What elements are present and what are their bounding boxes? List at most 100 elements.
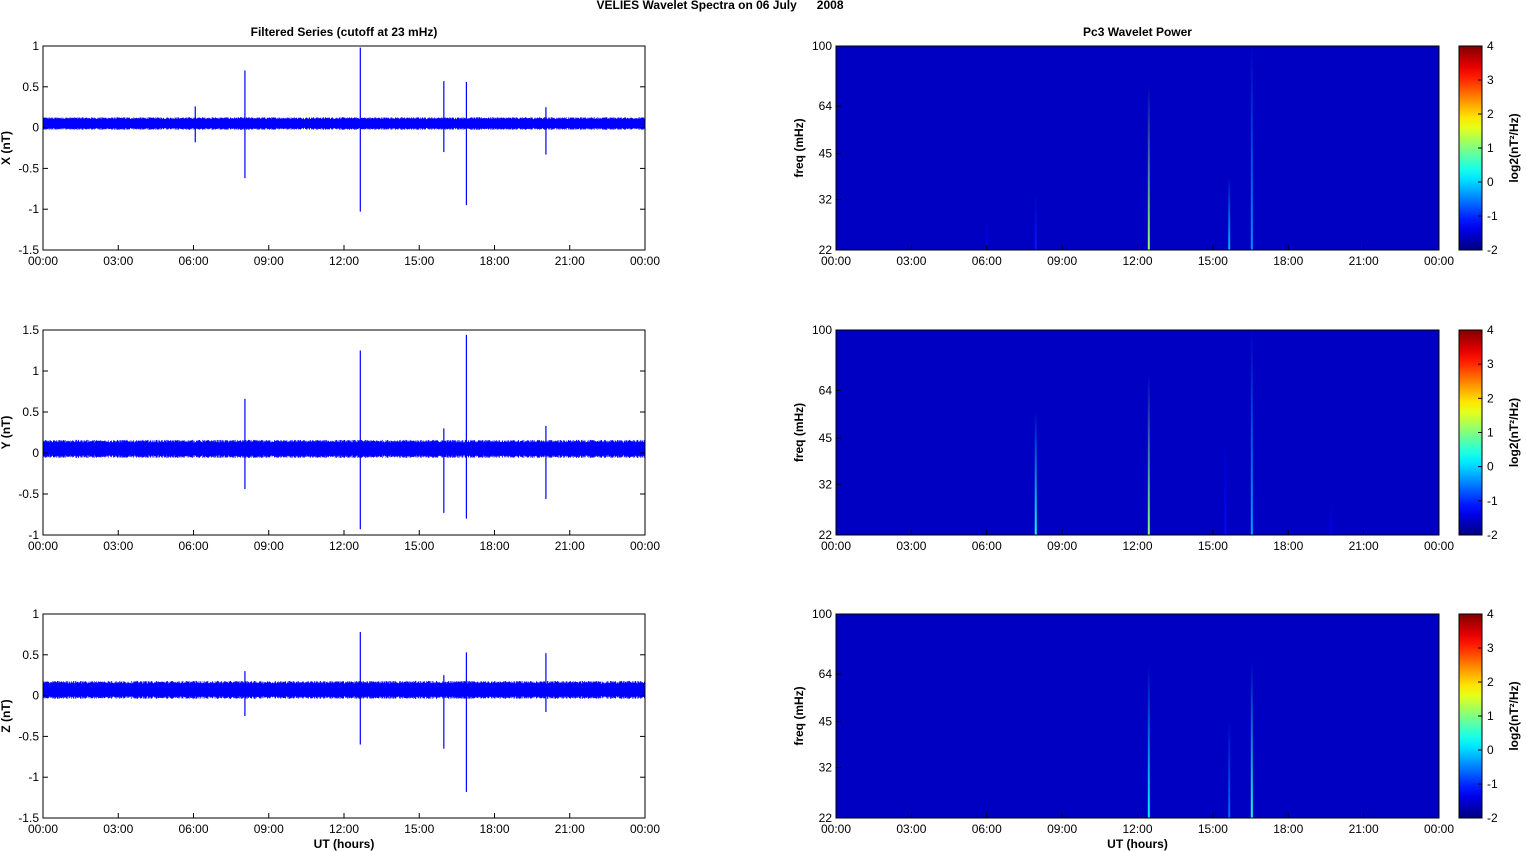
y-tick-label: 0.5: [22, 405, 39, 419]
y-tick-label: 0.5: [22, 648, 39, 662]
colorbar: 4 3 2 1 0 -1 -2 log2(nT²/Hz): [1458, 39, 1521, 257]
x-tick-label: 12:00: [1122, 539, 1152, 553]
x-tick-label: 18:00: [479, 254, 509, 268]
y-tick-label: -1: [28, 202, 39, 216]
colorbar-label: log2(nT²/Hz): [1507, 398, 1521, 467]
x-tick-label: 12:00: [1122, 254, 1152, 268]
wavelet-power-streak: [1250, 662, 1253, 818]
colorbar-tick-label: 3: [1487, 73, 1494, 87]
y-tick-label: 100: [812, 607, 832, 621]
x-tick-label: 09:00: [1047, 822, 1077, 836]
x-tick-label: 09:00: [254, 539, 284, 553]
x-tick-label: 12:00: [329, 822, 359, 836]
colorbar-tick-label: -1: [1487, 494, 1498, 508]
panel-title: Filtered Series (cutoff at 23 mHz): [251, 25, 438, 39]
colorbar-tick-label: 2: [1487, 107, 1494, 121]
colorbar-tick-label: 1: [1487, 709, 1494, 723]
x-tick-label: 12:00: [1122, 822, 1152, 836]
wavelet-power-streak: [1147, 84, 1150, 250]
y-tick-label: -0.5: [18, 161, 39, 175]
x-tick-label: 18:00: [479, 822, 509, 836]
y-axis-label: Z (nT): [0, 699, 13, 732]
y-axis-label: freq (mHz): [792, 118, 806, 177]
y-tick-label: -1: [28, 528, 39, 542]
y-axis-label: freq (mHz): [792, 403, 806, 462]
signal-trace: [42, 439, 646, 458]
y-tick-label: 0: [32, 689, 39, 703]
line-panel-1: 10.50-0.5-1-1.500:00 03:00 06:00 09:00 12:00…: [0, 25, 660, 268]
x-tick-label: 00:00: [821, 539, 851, 553]
x-tick-label: 03:00: [103, 822, 133, 836]
y-axis-label: freq (mHz): [792, 686, 806, 745]
wavelet-power-streak: [1329, 502, 1332, 535]
x-tick-label: 15:00: [404, 822, 434, 836]
x-tick-label: 03:00: [896, 822, 926, 836]
x-tick-label: 12:00: [329, 254, 359, 268]
colorbar-tick-label: 1: [1487, 141, 1494, 155]
colorbar-tick-label: -1: [1487, 209, 1498, 223]
spectrogram-background: [836, 46, 1439, 250]
x-tick-label: 03:00: [896, 254, 926, 268]
colorbar-tick-label: 0: [1487, 460, 1494, 474]
colorbar: 4 3 2 1 0 -1 -2 log2(nT²/Hz): [1458, 607, 1521, 825]
x-tick-label: 15:00: [404, 254, 434, 268]
figure-title-year: 2008: [817, 0, 844, 12]
colorbar-label: log2(nT²/Hz): [1507, 681, 1521, 750]
x-tick-label: 00:00: [630, 539, 660, 553]
colorbar-tick-label: 2: [1487, 391, 1494, 405]
x-tick-label: 21:00: [555, 539, 585, 553]
x-tick-label: 09:00: [254, 822, 284, 836]
wavelet-power-streak: [1147, 374, 1150, 535]
y-axis-label: X (nT): [0, 131, 13, 165]
x-tick-label: 09:00: [254, 254, 284, 268]
y-tick-label: -0.5: [18, 729, 39, 743]
y-tick-label: -1.5: [18, 811, 39, 825]
x-tick-label: 00:00: [630, 254, 660, 268]
wavelet-power-streak: [1250, 46, 1253, 250]
line-panel-2: 1.510.50-0.5-100:00 03:00 06:00 09:00 12:00 1…: [0, 323, 660, 553]
x-tick-label: 00:00: [821, 254, 851, 268]
spectrogram-background: [836, 330, 1439, 535]
x-tick-label: 21:00: [1349, 254, 1379, 268]
x-tick-label: 00:00: [28, 539, 58, 553]
x-tick-label: 06:00: [972, 539, 1002, 553]
panel-title: Pc3 Wavelet Power: [1083, 25, 1192, 39]
x-tick-label: 18:00: [1273, 254, 1303, 268]
x-tick-label: 15:00: [1198, 539, 1228, 553]
x-tick-label: 18:00: [479, 539, 509, 553]
y-tick-label: 64: [819, 383, 833, 397]
x-tick-label: 15:00: [404, 539, 434, 553]
y-tick-label: 22: [819, 811, 833, 825]
y-tick-label: 1: [32, 39, 39, 53]
x-tick-label: 21:00: [1349, 822, 1379, 836]
figure-title-main: VELIES Wavelet Spectra on 06 July: [597, 0, 798, 12]
signal-trace: [42, 680, 646, 699]
x-tick-label: 09:00: [1047, 254, 1077, 268]
x-tick-label: 18:00: [1273, 539, 1303, 553]
x-tick-label: 00:00: [1424, 254, 1454, 268]
y-tick-label: 32: [819, 477, 833, 491]
x-axis-label: UT (hours): [314, 837, 375, 851]
y-tick-label: 22: [819, 243, 833, 257]
x-tick-label: 15:00: [1198, 254, 1228, 268]
x-tick-label: 06:00: [178, 822, 208, 836]
colorbar-tick-label: 0: [1487, 743, 1494, 757]
y-tick-label: 0.5: [22, 80, 39, 94]
y-tick-label: -1: [28, 770, 39, 784]
x-tick-label: 18:00: [1273, 822, 1303, 836]
y-tick-label: 100: [812, 323, 832, 337]
colorbar-tick-label: -2: [1487, 811, 1498, 825]
plot-area: [43, 46, 645, 250]
plot-area: [43, 614, 645, 818]
y-tick-label: 100: [812, 39, 832, 53]
x-tick-label: 03:00: [103, 254, 133, 268]
colorbar-tick-label: 3: [1487, 357, 1494, 371]
y-tick-label: 1.5: [22, 323, 39, 337]
colorbar-tick-label: 4: [1487, 323, 1494, 337]
colorbar-tick-label: 2: [1487, 675, 1494, 689]
y-tick-label: -1.5: [18, 243, 39, 257]
wavelet-power-streak: [1224, 438, 1227, 535]
